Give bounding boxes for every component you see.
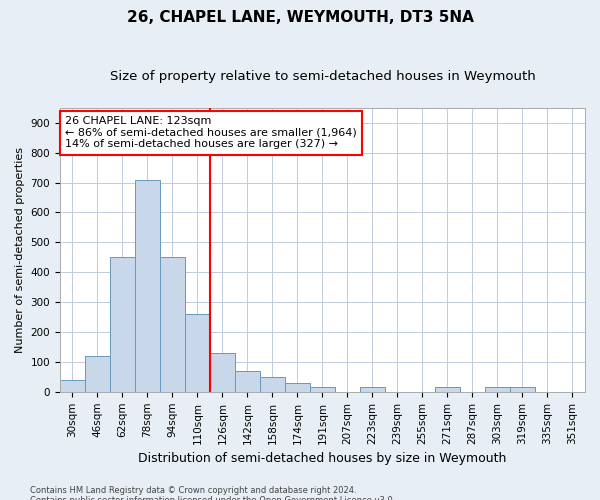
Bar [185,314,210,392]
X-axis label: Distribution of semi-detached houses by size in Weymouth: Distribution of semi-detached houses by … [138,452,506,465]
Text: Contains public sector information licensed under the Open Government Licence v3: Contains public sector information licen… [30,496,395,500]
Bar [210,353,235,392]
Title: Size of property relative to semi-detached houses in Weymouth: Size of property relative to semi-detach… [110,70,535,83]
Bar [110,258,135,392]
Text: 26 CHAPEL LANE: 123sqm
← 86% of semi-detached houses are smaller (1,964)
14% of : 26 CHAPEL LANE: 123sqm ← 86% of semi-det… [65,116,357,150]
Bar [485,388,510,392]
Bar [60,380,85,392]
Bar [135,180,160,392]
Bar [235,371,260,392]
Bar [510,388,535,392]
Bar [435,388,460,392]
Bar [260,377,285,392]
Bar [310,388,335,392]
Bar [160,258,185,392]
Text: Contains HM Land Registry data © Crown copyright and database right 2024.: Contains HM Land Registry data © Crown c… [30,486,356,495]
Bar [85,356,110,392]
Bar [285,383,310,392]
Text: 26, CHAPEL LANE, WEYMOUTH, DT3 5NA: 26, CHAPEL LANE, WEYMOUTH, DT3 5NA [127,10,473,25]
Bar [360,388,385,392]
Y-axis label: Number of semi-detached properties: Number of semi-detached properties [15,147,25,353]
